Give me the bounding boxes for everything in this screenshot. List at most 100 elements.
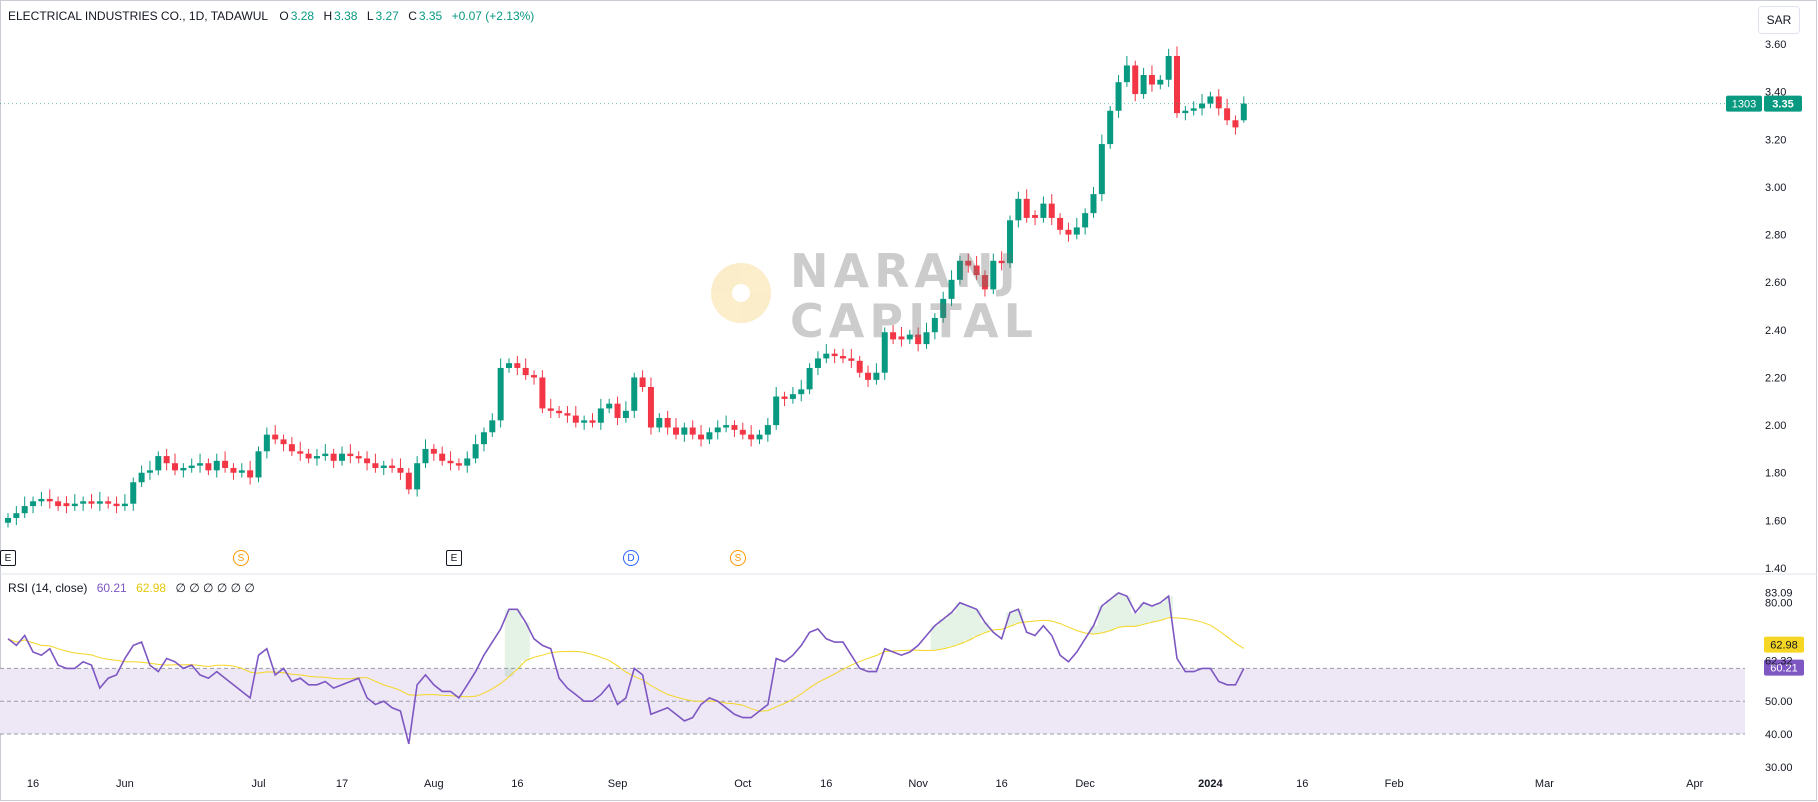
candle [1199,103,1206,109]
candle [71,503,78,507]
candle [155,456,162,471]
candle [5,517,11,523]
rsi-overbought-fill [1005,612,1015,627]
candle [197,463,204,466]
rsi-overbought-fill [964,605,973,641]
time-tick-label: Aug [424,778,444,790]
earnings-event-marker[interactable]: E [446,550,462,566]
candle [514,363,521,368]
split-event-marker[interactable]: S [730,550,746,566]
candle [673,427,679,435]
candle [1232,120,1239,128]
candle [1090,194,1097,214]
open-label: O [279,9,289,23]
candle [948,279,955,299]
candle [422,448,429,464]
rsi-overbought-fill [1106,599,1115,631]
rsi-overbought-fill [1131,612,1140,627]
candle [956,260,963,280]
candle [305,453,312,459]
candle [1098,144,1105,195]
candle [840,356,846,359]
rsi-overbought-fill [1089,625,1098,635]
rsi-overbought-fill [955,602,965,644]
rsi-ma-value-label: 62.98 [1770,640,1798,652]
time-tick-label: Apr [1686,778,1703,790]
candle [238,470,245,473]
candle [990,260,997,290]
rsi-overbought-fill [930,625,940,651]
candle [1015,198,1022,221]
rsi-overbought-fill [1114,592,1123,628]
candle [681,427,688,435]
candle [205,463,212,471]
candle [222,460,229,468]
rsi-tick-label: 80.00 [1765,598,1793,610]
rsi-legend-ma-value: 62.98 [136,581,167,595]
candle [113,503,120,507]
candle [597,408,604,423]
split-event-marker[interactable]: S [233,550,249,566]
time-tick-label: Jul [251,778,265,790]
rsi-value-label: 60.21 [1770,663,1798,675]
candle [739,429,746,435]
last-price-box [1764,95,1802,112]
candle [572,415,579,423]
candle [380,465,387,468]
candle [622,410,629,418]
rsi-overbought-fill [513,609,522,670]
candle [1040,203,1047,218]
rsi-tick-label: 40.00 [1765,729,1793,741]
candle [1165,55,1172,80]
rsi-overbought-fill [972,609,981,637]
candle [472,444,479,459]
candle [915,334,922,345]
candle [706,432,713,440]
rsi-legend[interactable]: RSI (14, close) 60.21 62.98 ∅ ∅ ∅ ∅ ∅ ∅ [8,581,255,595]
time-tick-label: Sep [608,778,628,790]
dividend-event-marker[interactable]: D [623,550,639,566]
candle [414,463,421,490]
candle [973,265,980,276]
naranj-logo-icon [711,263,771,323]
rsi-overbought-fill [1164,596,1173,618]
rsi-overbought-fill [521,622,530,661]
rsi-line [7,591,1245,745]
candle [364,458,371,464]
candle [480,432,487,445]
candle [1048,203,1055,218]
open-value: 3.28 [290,9,315,23]
candle [664,417,671,428]
candle [614,403,621,418]
candle [748,434,755,440]
candle [172,463,178,471]
candle [1023,198,1030,218]
candle [63,503,70,507]
rsi-tick-label: 62.32 [1765,656,1793,668]
price-tick-label: 2.20 [1765,372,1786,384]
candle [263,434,270,452]
earnings-event-marker[interactable]: E [0,550,16,566]
candle [1007,220,1013,264]
watermark-line1: NARANJ [790,244,1021,298]
rsi-ma-line [7,617,1245,712]
candle [397,467,404,473]
rsi-tick-label: 30.00 [1765,762,1793,774]
candle [589,420,596,423]
candle [906,334,913,340]
time-tick-label: Feb [1385,778,1404,790]
rsi-overbought-fill [1122,596,1132,627]
rsi-overbought-fill [1156,602,1165,621]
currency-button[interactable]: SAR [1758,6,1800,34]
candle [931,317,938,333]
price-tick-label: 3.00 [1765,182,1786,194]
symbol-title[interactable]: ELECTRICAL INDUSTRIES CO., 1D, TADAWUL [8,9,269,23]
rsi-overbought-fill [1097,605,1107,633]
candle [1065,229,1072,235]
candle [105,501,112,504]
candle [1182,110,1189,114]
candle [372,463,379,468]
candle [806,367,813,390]
candle [1082,213,1089,228]
